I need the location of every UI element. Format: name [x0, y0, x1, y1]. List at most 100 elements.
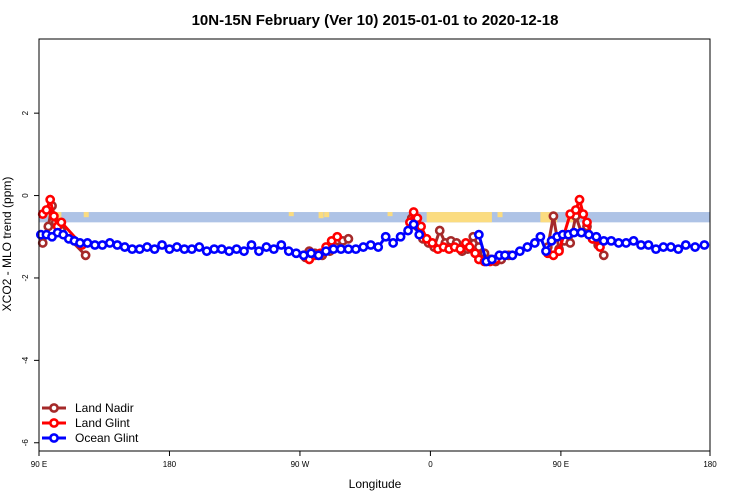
- y-axis-label: XCO2 - MLO trend (ppm): [0, 177, 14, 312]
- legend-label: Ocean Glint: [75, 431, 139, 445]
- data-point: [414, 229, 425, 240]
- data-point: [313, 250, 324, 261]
- data-point: [49, 211, 59, 222]
- data-point: [164, 244, 175, 255]
- data-point: [149, 244, 160, 255]
- data-point: [582, 217, 592, 228]
- land-patch: [426, 212, 492, 223]
- x-tick-label: 90 W: [291, 460, 310, 469]
- data-point: [434, 225, 445, 236]
- data-point: [680, 240, 691, 250]
- data-point: [276, 240, 287, 250]
- land-speck: [497, 212, 503, 218]
- land-speck: [387, 212, 393, 217]
- data-point: [45, 194, 56, 205]
- y-tick-label: 2: [21, 110, 30, 115]
- data-point: [569, 227, 579, 238]
- data-point: [209, 244, 220, 255]
- data-point: [606, 235, 617, 246]
- data-point: [388, 238, 399, 248]
- legend-item: Land Nadir: [42, 401, 134, 415]
- data-point: [201, 246, 212, 257]
- data-point: [395, 231, 406, 242]
- data-point: [254, 246, 264, 257]
- data-point: [82, 238, 93, 248]
- data-point: [487, 254, 497, 265]
- x-tick-label: 0: [428, 460, 433, 469]
- x-tick-label: 180: [703, 460, 717, 469]
- land-speck: [324, 212, 330, 218]
- data-point: [112, 240, 123, 250]
- axes: 90 E 180 90 W 0 90 E 180 2 0 -2 -4 -6: [21, 110, 717, 469]
- data-point: [613, 238, 624, 248]
- data-point: [464, 242, 475, 252]
- plot-frame: [38, 38, 711, 452]
- data-point: [336, 244, 346, 255]
- data-point: [246, 240, 257, 250]
- data-point: [261, 242, 272, 252]
- data-point: [119, 242, 130, 252]
- data-point: [306, 248, 317, 259]
- data-point: [350, 244, 361, 255]
- data-point: [535, 231, 546, 242]
- data-point: [621, 238, 632, 248]
- data-point: [134, 244, 145, 255]
- data-point: [172, 242, 182, 252]
- data-point: [332, 231, 343, 242]
- data-point: [403, 225, 413, 236]
- land-speck: [318, 212, 324, 219]
- data-point: [373, 242, 384, 252]
- background-map-band: [39, 212, 710, 223]
- data-point: [75, 238, 85, 248]
- data-point: [328, 244, 339, 255]
- data-point: [473, 229, 484, 240]
- data-point: [651, 244, 661, 255]
- data-point: [321, 246, 331, 257]
- data-point: [565, 238, 576, 248]
- legend-marker: [49, 418, 59, 428]
- data-point: [283, 246, 294, 257]
- x-axis-label: Longitude: [349, 477, 402, 491]
- data-point: [665, 242, 676, 252]
- data-point: [291, 248, 302, 259]
- legend-label: Land Nadir: [75, 401, 134, 415]
- data-point: [216, 244, 227, 255]
- data-point: [157, 240, 167, 250]
- data-point: [598, 235, 609, 246]
- data-point: [455, 244, 466, 255]
- data-point: [636, 240, 646, 250]
- data-point: [142, 242, 153, 252]
- data-point: [500, 250, 510, 261]
- data-point: [380, 231, 391, 242]
- data-point: [578, 209, 589, 219]
- data-point: [104, 238, 115, 248]
- data-point: [514, 246, 525, 257]
- data-point: [90, 240, 100, 250]
- land-speck: [288, 212, 294, 217]
- y-tick-label: -6: [21, 439, 30, 447]
- data-point: [43, 221, 54, 232]
- legend-marker: [49, 433, 59, 443]
- data-point: [427, 238, 438, 248]
- data-point: [194, 242, 205, 252]
- data-point: [179, 244, 190, 255]
- data-point: [576, 227, 587, 238]
- data-point: [548, 211, 559, 222]
- data-point: [628, 235, 639, 246]
- y-tick-label: -2: [21, 274, 30, 282]
- data-point: [541, 246, 551, 257]
- data-point: [583, 229, 594, 240]
- data-point: [41, 205, 52, 215]
- data-point: [673, 244, 684, 255]
- data-point: [554, 246, 564, 257]
- data-point: [268, 244, 279, 255]
- data-point: [658, 242, 669, 252]
- data-point: [643, 240, 654, 250]
- x-tick-label: 90 E: [31, 460, 47, 469]
- legend-item: Ocean Glint: [42, 431, 139, 445]
- data-point: [365, 240, 376, 250]
- y-tick-label: 0: [21, 193, 30, 198]
- legend-marker: [49, 403, 59, 413]
